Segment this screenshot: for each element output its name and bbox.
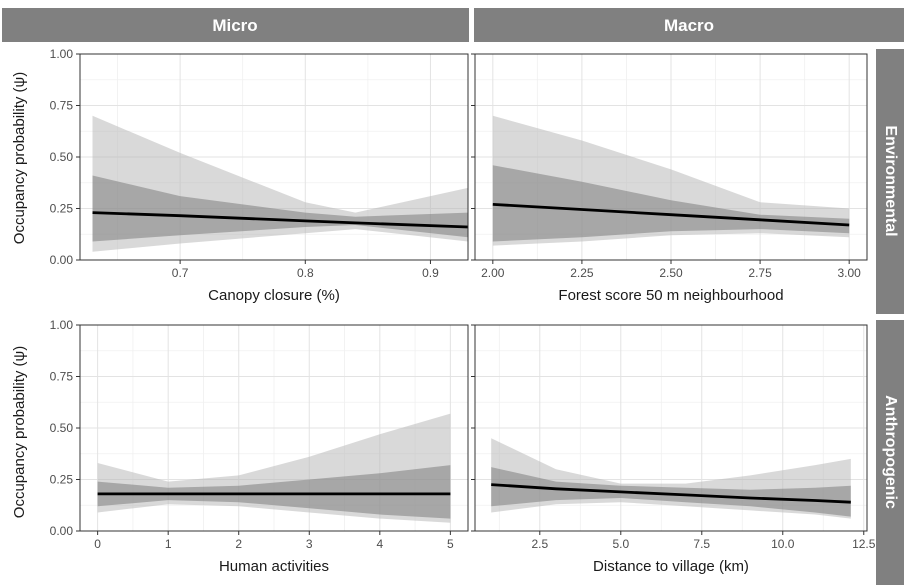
panel-3: 0.00 0.25 0.50 0.75 1.00 0 1 2 3 4 5 Human activiti…: [50, 318, 469, 575]
y-tick-label: 0.75: [50, 99, 74, 113]
facet-panels: 0.00 0.25 0.50 0.75 1.00 0.7 0.8 0.9 Canopy clos…: [50, 47, 876, 575]
row-strip-environmental: [876, 49, 904, 314]
column-strip-micro: [2, 8, 469, 42]
x-axis-title: Forest score 50 m neighbourhood: [558, 287, 783, 304]
x-axis-title: Canopy closure (%): [208, 287, 340, 304]
row-strip-anthropogenic: [876, 320, 904, 585]
ci-inner-ribbon: [492, 165, 850, 242]
y-axis-title-row-1: Occupancy probability (ψ): [11, 72, 28, 244]
x-axis-title: Distance to village (km): [593, 558, 749, 575]
mean-line: [492, 203, 850, 227]
y-tick-label: 1.00: [50, 318, 74, 332]
x-tick-label: 5.0: [612, 537, 629, 551]
column-strip-micro-label: Micro: [212, 16, 257, 35]
y-tick-label: 0.50: [50, 150, 74, 164]
x-tick-label: 2.50: [659, 266, 683, 280]
y-tick-label: 0.50: [50, 421, 74, 435]
ci-inner-ribbon: [92, 175, 468, 242]
x-tick-label: 10.0: [771, 537, 795, 551]
mean-line: [491, 483, 851, 504]
ci-inner-ribbon: [97, 465, 451, 519]
x-tick-label: 0.9: [422, 266, 439, 280]
facet-strips: Micro Macro Environmental Anthropogenic: [2, 8, 904, 585]
column-strip-macro-label: Macro: [664, 16, 714, 35]
x-tick-label: 2.5: [531, 537, 548, 551]
y-tick-label: 0.25: [50, 202, 74, 216]
column-strip-macro: [474, 8, 904, 42]
y-tick-label: 0.00: [50, 253, 74, 267]
y-tick-label: 0.25: [50, 473, 74, 487]
x-tick-label: 2.00: [481, 266, 505, 280]
x-tick-label: 2: [235, 537, 242, 551]
panel-2: 2.00 2.25 2.50 2.75 3.00 Forest score 50 m ne…: [471, 53, 868, 304]
ci-inner-ribbon: [491, 467, 851, 517]
x-tick-label: 3.00: [838, 266, 862, 280]
x-tick-label: 4: [376, 537, 383, 551]
y-axis-titles: Occupancy probability (ψ) Occupancy prob…: [11, 72, 28, 518]
x-tick-label: 12.5: [852, 537, 876, 551]
x-tick-label: 5: [447, 537, 454, 551]
y-tick-label: 0.75: [50, 370, 74, 384]
panel-4: 2.5 5.0 7.5 10.0 12.5 Distance to village (km…: [471, 324, 876, 575]
y-tick-label: 1.00: [50, 47, 74, 61]
x-tick-label: 0: [94, 537, 101, 551]
row-strip-anthropogenic-label: Anthropogenic: [882, 395, 899, 509]
x-tick-label: 7.5: [693, 537, 710, 551]
x-axis-title: Human activities: [219, 558, 329, 575]
x-tick-label: 3: [306, 537, 313, 551]
x-tick-label: 0.8: [297, 266, 314, 280]
x-tick-label: 2.75: [748, 266, 772, 280]
y-tick-label: 0.00: [50, 524, 74, 538]
x-tick-label: 2.25: [570, 266, 594, 280]
mean-line: [92, 211, 469, 229]
x-tick-label: 1: [165, 537, 172, 551]
row-strip-environmental-label: Environmental: [882, 125, 899, 236]
x-tick-label: 0.7: [172, 266, 189, 280]
y-axis-title-row-2: Occupancy probability (ψ): [11, 346, 28, 518]
panel-1: 0.00 0.25 0.50 0.75 1.00 0.7 0.8 0.9 Canopy clos…: [50, 47, 469, 304]
